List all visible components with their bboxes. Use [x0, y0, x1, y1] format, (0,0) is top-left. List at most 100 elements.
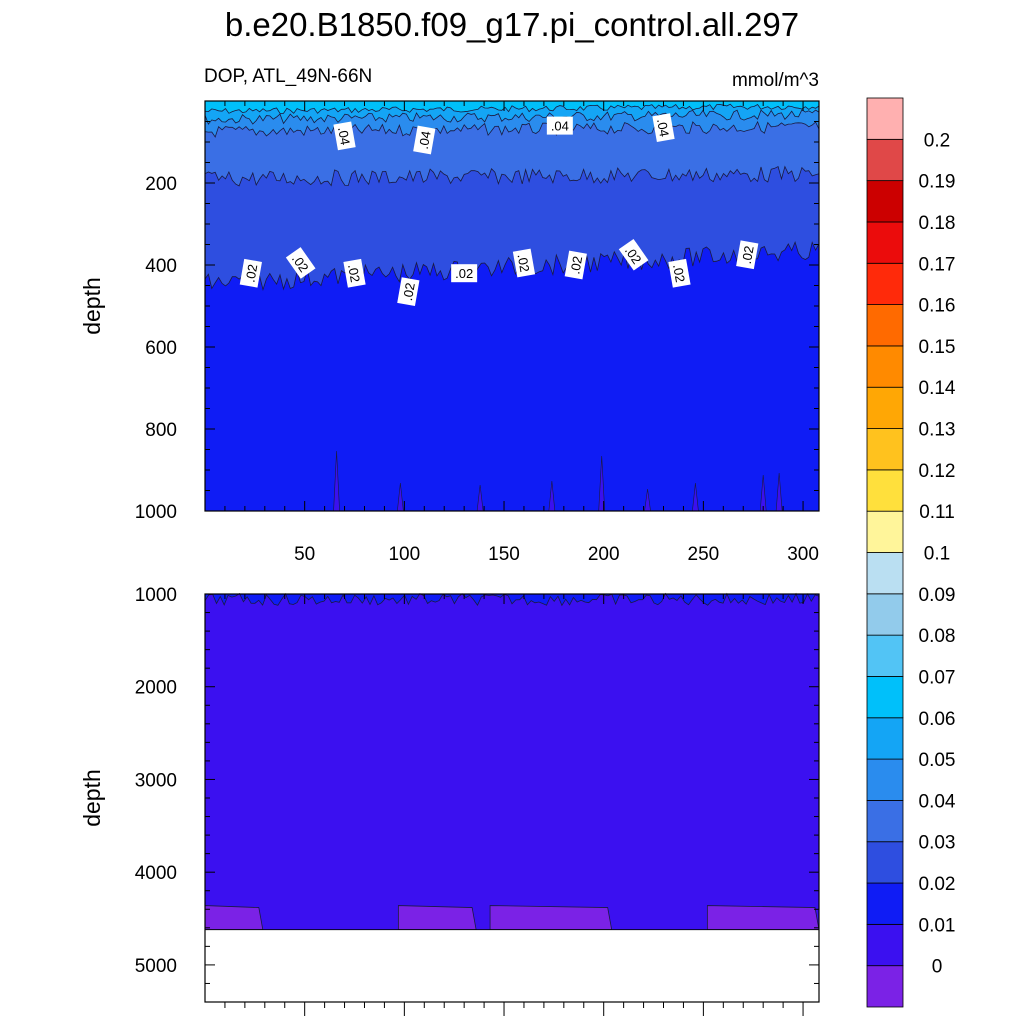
contour-label-text: .02 — [515, 253, 533, 273]
colorbar-label: 0.12 — [919, 461, 956, 482]
contour-label: .02 — [736, 240, 759, 270]
contour-line — [204, 103, 820, 114]
contour-line — [204, 120, 820, 138]
y-tick-label: 1000 — [135, 502, 177, 523]
x-tick-label: 200 — [588, 544, 620, 565]
contour-label: .04 — [333, 121, 356, 151]
x-tick-label: 300 — [787, 544, 819, 565]
y-tick-label: 1000 — [135, 585, 177, 606]
lower-panel: 1000 2000 3000 4000 5000 depth — [79, 585, 820, 1016]
contour-label-text: .04 — [654, 118, 672, 138]
contour-label-text: .02 — [567, 255, 585, 275]
y-axis-label: depth — [79, 277, 105, 335]
contour-band — [205, 593, 819, 606]
contour-label-box — [333, 121, 356, 151]
colorbar-box — [866, 469, 904, 512]
y-tick-label: 800 — [145, 420, 177, 441]
y-tick-label: 600 — [145, 338, 177, 359]
contour-label-text: .04 — [335, 126, 353, 146]
contour-label-text: .02 — [455, 266, 473, 281]
contour-label: .02 — [564, 250, 587, 280]
contour-line — [204, 165, 820, 187]
colorbar-box — [866, 965, 904, 1008]
contour-label-text: .04 — [416, 130, 434, 150]
colorbar-label: 0.13 — [919, 420, 956, 441]
x-tick-label: 50 — [294, 544, 315, 565]
units-label: mmol/m^3 — [732, 70, 819, 91]
colorbar-box — [866, 593, 904, 636]
contour-label-box — [564, 250, 587, 280]
upper-panel: 50 100 150 200 250 300 200 400 600 800 1000 depth .0… — [79, 100, 820, 565]
colorbar-label: 0.07 — [919, 667, 956, 688]
contour-band — [204, 905, 264, 931]
contour-label: .02 — [397, 277, 420, 307]
contour-band — [397, 905, 477, 931]
colorbar-box — [866, 262, 904, 305]
contour-label-box — [397, 277, 420, 307]
x-tick-label: 150 — [488, 544, 520, 565]
colorbar-label: 0.09 — [919, 585, 956, 606]
contour-label-text: .04 — [551, 119, 569, 134]
colorbar-label: 0.14 — [919, 378, 956, 399]
colorbar-box — [866, 386, 904, 429]
colorbar-label: 0.11 — [919, 502, 955, 523]
x-tick-label: 100 — [388, 544, 420, 565]
colorbar-box — [866, 304, 904, 347]
colorbar-label: 0.15 — [919, 337, 956, 358]
colorbar-box — [866, 180, 904, 223]
contour-band — [205, 101, 819, 114]
colorbar-box — [866, 717, 904, 760]
contour-label: .02 — [285, 247, 316, 279]
colorbar-label: 0.16 — [919, 296, 956, 317]
contour-label: .04 — [546, 116, 573, 135]
colorbar-label: 0 — [932, 957, 943, 978]
contour-label: .04 — [413, 125, 436, 155]
chart-subtitle: DOP, ATL_49N-66N — [204, 66, 372, 87]
colorbar-box — [866, 758, 904, 801]
colorbar-box — [866, 221, 904, 264]
contour-label-box — [285, 247, 316, 279]
y-axis-label: depth — [79, 769, 105, 827]
contour-label-box — [239, 258, 262, 288]
contour-label-text: .02 — [739, 245, 757, 265]
missing-data-area — [205, 929, 819, 1002]
contour-label-text: .02 — [670, 263, 688, 283]
contour-label-text: .02 — [242, 263, 260, 283]
y-tick-label: 3000 — [135, 770, 177, 791]
x-tick-label: 250 — [688, 544, 720, 565]
colorbar-label: 0.02 — [919, 874, 956, 895]
contour-line — [204, 592, 820, 607]
colorbar-box — [866, 510, 904, 553]
colorbar-label: 0.01 — [919, 915, 956, 936]
contour-band — [205, 242, 819, 511]
y-tick-label: 400 — [145, 256, 177, 277]
contour-label-box — [736, 240, 759, 270]
y-tick-label: 2000 — [135, 678, 177, 699]
contour-label-text: .02 — [400, 282, 418, 302]
colorbar-label: 0.03 — [919, 833, 956, 854]
colorbar-box — [866, 923, 904, 967]
colorbar-box — [866, 841, 904, 884]
colorbar-label: 0.1 — [924, 544, 950, 565]
colorbar-box — [866, 97, 904, 140]
colorbar-box — [866, 634, 904, 677]
colorbar-label: 0.18 — [919, 213, 956, 234]
colorbar-box — [866, 428, 904, 471]
colorbar-box — [866, 138, 904, 182]
colorbar-label: 0.05 — [919, 750, 956, 771]
contour-band — [205, 104, 819, 125]
colorbar-box — [866, 676, 904, 719]
contour-label: .02 — [618, 238, 649, 271]
contour-label-box — [546, 116, 573, 135]
colorbar-label: 0.04 — [919, 791, 956, 812]
colorbar-box — [866, 552, 904, 595]
contour-label: .02 — [343, 258, 366, 288]
y-tick-label: 4000 — [135, 863, 177, 884]
colorbar-box — [866, 882, 904, 925]
contour-line — [204, 109, 820, 125]
contour-label-box — [512, 248, 536, 278]
contour-label: .02 — [512, 248, 536, 278]
contour-band — [489, 905, 613, 931]
contour-label: .02 — [451, 264, 478, 283]
